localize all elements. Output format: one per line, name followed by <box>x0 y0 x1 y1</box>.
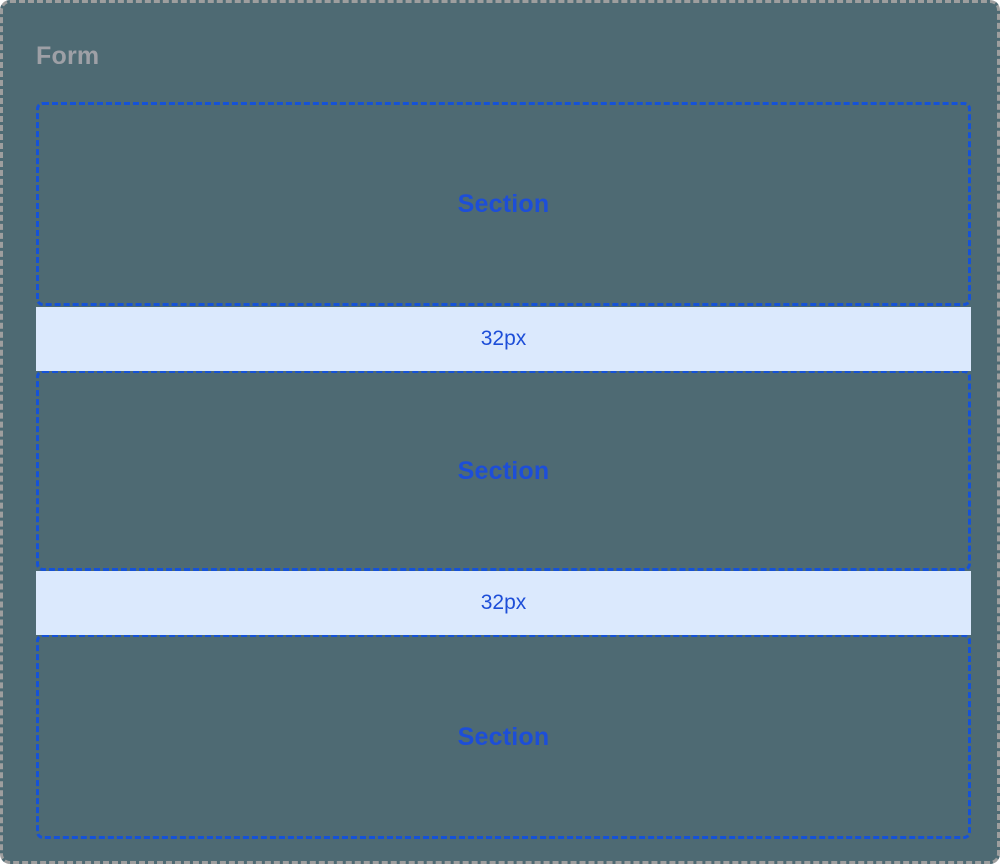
section-label: Section <box>457 190 550 218</box>
section-box-2[interactable]: Section <box>36 370 971 571</box>
section-box-1[interactable]: Section <box>36 102 971 306</box>
form-label: Form <box>36 42 100 70</box>
section-label: Section <box>457 722 550 751</box>
gap-label: 32px <box>480 591 527 614</box>
gap-label: 32px <box>480 327 527 350</box>
section-label: Section <box>457 456 550 485</box>
gap-band-1: 32px <box>36 307 971 371</box>
gap-band-2: 32px <box>36 571 971 635</box>
section-box-3[interactable]: Section <box>36 634 971 839</box>
